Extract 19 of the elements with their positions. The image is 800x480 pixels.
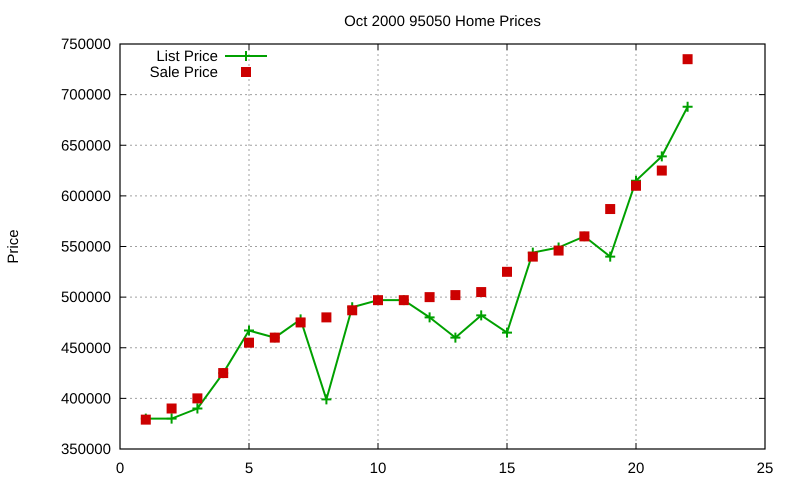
y-tick-label: 750000 [60,36,111,53]
x-tick-label: 15 [498,460,516,477]
y-tick-label: 400000 [60,390,111,408]
chart-title: Oct 2000 95050 Home Prices [344,13,541,30]
y-tick-label: 350000 [60,441,111,458]
x-tick-label: 10 [370,460,386,477]
y-tick-label: 550000 [60,238,111,256]
legend-label: List Price [156,48,218,65]
y-tick-label: 650000 [60,137,111,154]
y-tick-label: 700000 [60,86,111,104]
y-tick-label: 500000 [60,289,111,306]
y-tick-label: 600000 [60,188,111,205]
y-tick-label: 450000 [60,340,111,357]
x-tick-label: 25 [756,460,774,477]
legend-label: Sale Price [150,64,218,81]
x-tick-label: 0 [116,460,124,477]
x-tick-label: 20 [628,460,644,477]
x-tick-label: 5 [244,460,254,477]
y-axis-title: Price [5,229,22,264]
